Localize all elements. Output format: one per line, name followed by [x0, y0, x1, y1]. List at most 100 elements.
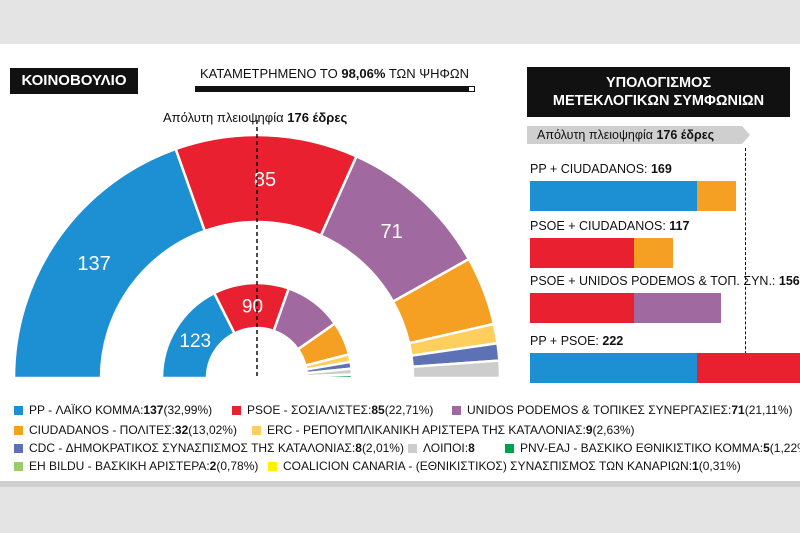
counted-votes-label: ΚΑΤΑΜΕΤΡΗΜΕΝΟ ΤΟ 98,06% ΤΩΝ ΨΗΦΩΝ	[200, 66, 469, 81]
legend-item-bildu: EH BILDU - ΒΑΣΚΙΚΗ ΑΡΙΣΤΕΡΑ: 2 (0,78%)	[14, 459, 258, 473]
legend-swatch	[14, 425, 23, 435]
parliament-title: ΚΟΙΝΟΒΟΥΛΙΟ	[21, 72, 127, 89]
legend-text: ΛΟΙΠΟΙ:	[423, 441, 469, 455]
inner-ring-label-psoe: 90	[242, 296, 263, 317]
legend-pct: (21,11%)	[744, 403, 793, 417]
legend-text: CIUDADANOS - ΠΟΛΙΤΕΣ:	[29, 423, 175, 437]
panel-majority-label: Απόλυτη πλειοψηφία 176 έδρες	[527, 126, 742, 144]
legend-pct: (13,02%)	[188, 423, 237, 437]
legend-swatch	[452, 405, 461, 415]
legend-text: CDC - ΔΗΜΟΚΡΑΤΙΚΟΣ ΣΥΝΑΣΠΙΣΜΟΣ ΤΗΣ ΚΑΤΑΛ…	[29, 441, 356, 455]
coalition-label-total: 222	[602, 334, 624, 348]
majority-label: Απόλυτη πλειοψηφία 176 έδρες	[163, 110, 347, 125]
legend-pct: (2,63%)	[592, 423, 635, 437]
legend-item-cdc: CDC - ΔΗΜΟΚΡΑΤΙΚΟΣ ΣΥΝΑΣΠΙΣΜΟΣ ΤΗΣ ΚΑΤΑΛ…	[14, 441, 404, 455]
legend-seats: 32	[174, 423, 189, 437]
coalition-bar-segment-pp	[530, 353, 698, 383]
legend-item-pnv: PNV-EAJ - ΒΑΣΚΙΚΟ ΕΘΝΙΚΙΣΤΙΚΟ ΚΟΜΜΑ: 5 (…	[505, 441, 800, 455]
panel-majority-value: 176 έδρες	[656, 128, 715, 142]
panel-majority-arrow	[742, 126, 750, 144]
legend-item-others: ΛΟΙΠΟΙ: 8	[408, 441, 475, 455]
legend-seats: 85	[371, 403, 385, 417]
counted-progress-fill	[196, 87, 469, 91]
coalition-bar	[530, 353, 800, 383]
coalition-label-text: PP + CIUDADANOS:	[530, 162, 651, 176]
legend-seats: 2	[209, 459, 217, 473]
coalition-panel-title-2: ΜΕΤΕΚΛΟΓΙΚΩΝ ΣΥΜΦΩΝΙΩΝ	[552, 93, 765, 109]
coalition-label-total: 169	[650, 162, 672, 176]
coalition-label-total: 156	[778, 274, 800, 288]
coalition-label-total: 117	[669, 219, 690, 233]
coalition-bar-segment-ciudadanos	[697, 181, 737, 211]
coalition-bar-segment-psoe	[697, 353, 800, 383]
legend-text: PSOE - ΣΟΣΙΑΛΙΣΤΕΣ:	[247, 403, 372, 417]
coalition-bar-segment-podemos	[633, 293, 721, 323]
legend-swatch	[232, 405, 241, 415]
legend-pct: (0,31%)	[698, 459, 741, 473]
legend-item-pp: PP - ΛΑΪΚΟ ΚΟΜΜΑ: 137 (32,99%)	[14, 403, 212, 417]
outer-ring-label-pp: 137	[77, 253, 110, 275]
legend-seats: 5	[763, 441, 770, 455]
coalition-bar-segment-psoe	[530, 293, 634, 323]
coalition-bar-segment-ciudadanos	[633, 238, 673, 268]
legend-pct: (32,99%)	[163, 403, 213, 417]
legend-seats: 9	[585, 423, 593, 437]
legend-swatch	[268, 461, 277, 471]
coalition-label-text: PSOE + CIUDADANOS:	[530, 219, 670, 233]
parliament-header: ΚΟΙΝΟΒΟΥΛΙΟ	[10, 68, 138, 94]
panel-majority-prefix: Απόλυτη πλειοψηφία	[537, 128, 657, 142]
coalition-bar	[530, 293, 721, 323]
legend-pct: (2,01%)	[361, 441, 404, 455]
legend-seats: 8	[355, 441, 362, 455]
legend-seats: 8	[468, 441, 475, 455]
panel-majority-line	[745, 148, 746, 374]
counted-suffix: ΤΩΝ ΨΗΦΩΝ	[385, 66, 469, 81]
coalition-bar	[530, 238, 673, 268]
legend-text: PNV-EAJ - ΒΑΣΚΙΚΟ ΕΘΝΙΚΙΣΤΙΚΟ ΚΟΜΜΑ:	[520, 441, 764, 455]
legend-pct: (0,78%)	[216, 459, 259, 473]
coalition-label: PSOE + CIUDADANOS: 117	[530, 219, 689, 233]
legend-swatch	[252, 425, 261, 435]
legend-pct: (22,71%)	[384, 403, 434, 417]
coalition-bar-segment-psoe	[530, 238, 634, 268]
coalition-panel-title-1: ΥΠΟΛΟΓΙΣΜΟΣ	[605, 75, 712, 91]
legend-text: PP - ΛΑΪΚΟ ΚΟΜΜΑ:	[29, 403, 144, 417]
legend-text: EH BILDU - ΒΑΣΚΙΚΗ ΑΡΙΣΤΕΡΑ:	[29, 459, 210, 473]
legend-seats: 71	[731, 403, 745, 417]
coalition-bar-segment-pp	[530, 181, 698, 211]
coalition-label: PSOE + UNIDOS PODEMOS & ΤΟΠ. ΣΥΝ.: 156	[530, 274, 800, 288]
legend-swatch	[14, 443, 23, 453]
legend-swatch	[408, 443, 417, 453]
legend-item-podemos: UNIDOS PODEMOS & ΤΟΠΙΚΕΣ ΣΥΝΕΡΓΑΣΙΕΣ: 71…	[452, 403, 793, 417]
inner-ring-label-pp: 123	[179, 331, 211, 352]
legend-text: UNIDOS PODEMOS & ΤΟΠΙΚΕΣ ΣΥΝΕΡΓΑΣΙΕΣ:	[467, 403, 732, 417]
legend-item-cc: COALICION CANARIA - (ΕΘΝΙΚΙΣΤΙΚΟΣ) ΣΥΝΑΣ…	[268, 459, 741, 473]
legend-item-psoe: PSOE - ΣΟΣΙΑΛΙΣΤΕΣ: 85 (22,71%)	[232, 403, 433, 417]
legend-item-erc: ERC - ΡΕΠΟΥΜΠΛΙΚΑΝΙΚΗ ΑΡΙΣΤΕΡΑ ΤΗΣ ΚΑΤΑΛ…	[252, 423, 635, 437]
legend-pct: (1,22%)	[769, 441, 800, 455]
majority-value: 176 έδρες	[287, 110, 348, 125]
majority-prefix: Απόλυτη πλειοψηφία	[163, 110, 288, 125]
coalition-label: PP + PSOE: 222	[530, 334, 623, 348]
counted-value: 98,06%	[341, 66, 386, 81]
counted-prefix: ΚΑΤΑΜΕΤΡΗΜΕΝΟ ΤΟ	[200, 66, 342, 81]
legend-item-ciudadanos: CIUDADANOS - ΠΟΛΙΤΕΣ: 32 (13,02%)	[14, 423, 237, 437]
outer-ring-slice-others	[411, 359, 502, 380]
legend-swatch	[505, 443, 514, 453]
coalition-label: PP + CIUDADANOS: 169	[530, 162, 672, 176]
coalition-label-text: PSOE + UNIDOS PODEMOS & ΤΟΠ. ΣΥΝ.:	[530, 274, 779, 288]
legend-seats: 1	[692, 459, 699, 473]
inner-ring-slice-pnv	[305, 373, 354, 380]
legend-text: COALICION CANARIA - (ΕΘΝΙΚΙΣΤΙΚΟΣ) ΣΥΝΑΣ…	[283, 459, 693, 473]
legend-swatch	[14, 405, 23, 415]
outer-ring-label-psoe: 85	[254, 169, 276, 191]
legend-seats: 137	[143, 403, 164, 417]
coalition-label-text: PP + PSOE:	[530, 334, 603, 348]
legend-swatch	[14, 461, 23, 471]
outer-ring-label-podemos: 71	[380, 221, 402, 243]
outer-ring-slice-pp	[12, 147, 207, 380]
legend-text: ERC - ΡΕΠΟΥΜΠΛΙΚΑΝΙΚΗ ΑΡΙΣΤΕΡΑ ΤΗΣ ΚΑΤΑΛ…	[267, 423, 586, 437]
coalition-bar	[530, 181, 737, 211]
coalition-panel-header: ΥΠΟΛΟΓΙΣΜΟΣ ΜΕΤΕΚΛΟΓΙΚΩΝ ΣΥΜΦΩΝΙΩΝ	[527, 67, 790, 117]
